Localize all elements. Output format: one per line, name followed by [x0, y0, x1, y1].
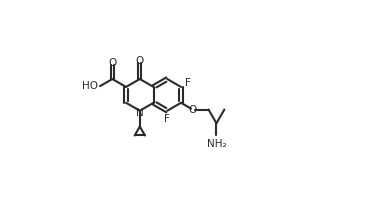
Text: NH₂: NH₂: [207, 139, 226, 149]
Text: O: O: [189, 104, 197, 115]
Text: N: N: [136, 108, 144, 118]
Text: F: F: [164, 115, 170, 124]
Text: O: O: [136, 56, 144, 66]
Text: HO: HO: [81, 81, 98, 91]
Text: F: F: [185, 78, 191, 88]
Text: O: O: [108, 58, 116, 68]
